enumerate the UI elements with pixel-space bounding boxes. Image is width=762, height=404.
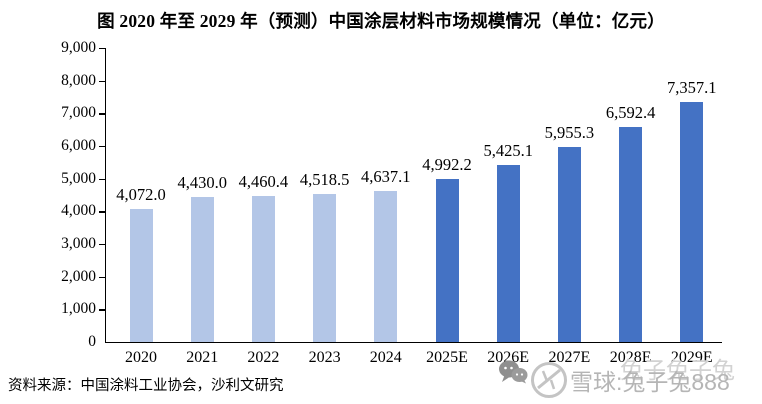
- y-tick-mark: [99, 276, 105, 279]
- x-tick-label: 2026E: [487, 349, 530, 366]
- x-tick-label: 2027E: [548, 349, 591, 366]
- y-tick-label: 0: [88, 333, 96, 350]
- y-tick-label: 4,000: [61, 202, 96, 220]
- bar-2024: [374, 190, 398, 342]
- bar-value-label: 4,072.0: [116, 184, 166, 204]
- y-axis-line: [105, 48, 106, 342]
- y-tick-mark: [99, 113, 105, 115]
- x-tick-label: 2024: [369, 349, 402, 366]
- bar-2025E: [435, 178, 459, 342]
- y-tick-label: 1,000: [61, 300, 96, 318]
- bar-2028E: [619, 126, 643, 342]
- x-tick-label: 2021: [186, 349, 219, 366]
- y-tick-label: 7,000: [61, 104, 96, 122]
- x-tick-label: 2023: [308, 349, 341, 366]
- bar-2022: [251, 196, 275, 342]
- bar-2027E: [557, 147, 581, 342]
- y-tick-mark: [99, 178, 105, 181]
- x-tick-label: 2022: [247, 349, 280, 366]
- chart-title: 图 2020 年至 2029 年（预测）中国涂层材料市场规模情况（单位：亿元）: [97, 11, 665, 31]
- bar-value-label: 5,955.3: [544, 123, 595, 143]
- bar-2020: [129, 208, 153, 342]
- x-tick-label: 2028E: [609, 349, 652, 366]
- bar-2023: [313, 194, 337, 342]
- x-tick-label: 2029E: [670, 349, 713, 366]
- y-tick-label: 9,000: [61, 39, 96, 56]
- y-tick-mark: [99, 211, 105, 213]
- bar-value-label: 4,992.2: [422, 154, 472, 174]
- y-tick-label: 2,000: [61, 267, 96, 285]
- bar-value-label: 4,518.5: [299, 170, 350, 190]
- bar-2026E: [496, 164, 520, 342]
- bar-value-label: 5,425.1: [483, 140, 533, 160]
- bar-value-label: 6,592.4: [605, 102, 656, 122]
- y-tick-label: 5,000: [61, 169, 96, 187]
- y-tick-label: 8,000: [61, 71, 96, 89]
- bar-value-label: 4,430.0: [177, 173, 227, 193]
- source-note: 资料来源：中国涂料工业协会，沙利文研究: [8, 378, 284, 394]
- y-tick-label: 6,000: [61, 137, 96, 154]
- y-tick-mark: [99, 80, 105, 83]
- y-tick-mark: [99, 244, 105, 246]
- x-tick-label: 2020: [125, 349, 157, 366]
- bar-value-label: 7,357.1: [667, 77, 717, 97]
- bar-value-label: 4,637.1: [361, 166, 411, 186]
- y-tick-mark: [99, 146, 105, 148]
- y-tick-mark: [99, 309, 105, 311]
- x-axis-line: [105, 342, 722, 343]
- y-tick-mark: [99, 48, 105, 50]
- bar-value-label: 4,460.4: [238, 172, 289, 192]
- bar-2029E: [680, 101, 704, 342]
- bar-2021: [190, 197, 214, 342]
- x-tick-label: 2025E: [426, 349, 468, 366]
- y-tick-label: 3,000: [61, 235, 96, 252]
